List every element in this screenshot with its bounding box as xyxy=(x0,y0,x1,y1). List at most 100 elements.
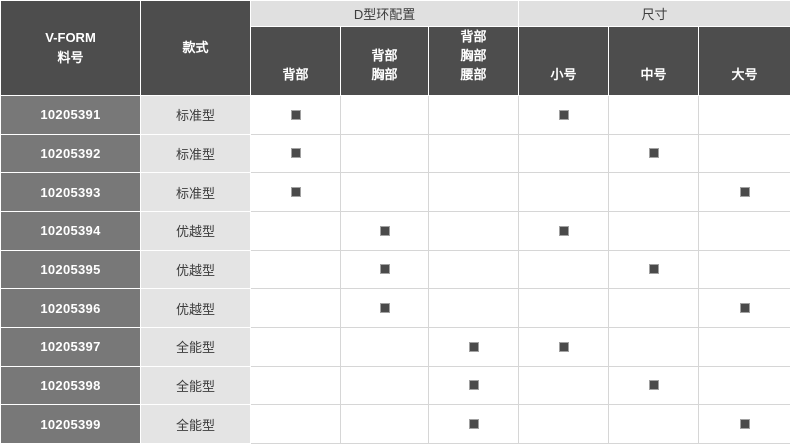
mark-square-icon xyxy=(290,148,301,159)
style-cell: 全能型 xyxy=(140,404,251,444)
empty-cell-size-medium xyxy=(608,404,700,444)
mark-square-icon xyxy=(468,341,479,352)
mark-cell-back xyxy=(250,172,341,212)
empty-cell-back-chest xyxy=(340,172,429,212)
table-body: 10205391 标准型 10205392 标准型 10205393 标准型 1020539… xyxy=(0,95,790,444)
mark-cell-back-chest xyxy=(340,288,429,328)
table-row: 10205397 全能型 xyxy=(0,326,790,367)
table-row: 10205396 优越型 xyxy=(0,288,790,328)
sub-header-line: 大号 xyxy=(731,67,758,82)
style-cell: 标准型 xyxy=(140,95,251,135)
mark-square-icon xyxy=(468,418,479,429)
empty-cell-back-chest xyxy=(340,95,429,135)
part-number-header-line2: 料号 xyxy=(57,50,84,65)
sub-header-size-small: 小号 xyxy=(518,26,610,96)
table-row: 10205395 优越型 xyxy=(0,249,790,290)
empty-cell-back-chest-waist xyxy=(427,172,520,212)
empty-cell-size-medium xyxy=(608,326,700,367)
empty-cell-size-medium xyxy=(608,210,700,251)
mark-square-icon xyxy=(468,380,479,391)
mark-cell-size-small xyxy=(518,210,610,251)
empty-cell-back-chest xyxy=(340,365,429,406)
empty-cell-size-small xyxy=(518,365,610,406)
sub-header-size-medium: 中号 xyxy=(608,26,700,96)
sub-header-line: 小号 xyxy=(550,67,577,82)
empty-cell-size-medium xyxy=(608,288,700,328)
style-cell: 标准型 xyxy=(140,133,251,174)
sub-header-size-large: 大号 xyxy=(698,26,790,96)
group-header-row: V-FORM 料号 款式 D型环配置 尺寸 xyxy=(0,0,790,96)
mark-cell-back xyxy=(250,133,341,174)
empty-cell-size-large xyxy=(698,249,790,290)
empty-cell-size-small xyxy=(518,172,610,212)
sub-header-row: 背部 背部 胸部 背部 胸部 腰部 小号 中号 大号 xyxy=(1,26,790,96)
part-number-cell: 10205397 xyxy=(0,326,141,367)
mark-cell-size-small xyxy=(518,95,610,135)
table-row: 10205392 标准型 xyxy=(0,133,790,174)
mark-cell-back-chest-waist xyxy=(427,365,520,406)
mark-square-icon xyxy=(558,341,569,352)
style-cell: 标准型 xyxy=(140,172,251,212)
empty-cell-back-chest-waist xyxy=(427,288,520,328)
mark-square-icon xyxy=(379,302,390,313)
mark-square-icon xyxy=(379,225,390,236)
table-row: 10205393 标准型 xyxy=(0,172,790,212)
part-number-cell: 10205399 xyxy=(0,404,141,444)
mark-cell-size-medium xyxy=(608,365,700,406)
mark-square-icon xyxy=(739,186,750,197)
mark-square-icon xyxy=(290,109,301,120)
mark-cell-back-chest-waist xyxy=(427,326,520,367)
empty-cell-back-chest xyxy=(340,404,429,444)
sub-header-line: 背部 xyxy=(460,29,487,44)
empty-cell-size-large xyxy=(698,133,790,174)
part-number-cell: 10205393 xyxy=(0,172,141,212)
mark-square-icon xyxy=(290,186,301,197)
table-row: 10205394 优越型 xyxy=(0,210,790,251)
mark-cell-size-large xyxy=(698,288,790,328)
mark-cell-size-large xyxy=(698,172,790,212)
mark-cell-size-large xyxy=(698,404,790,444)
sub-header-line: 中号 xyxy=(640,67,667,82)
sub-header-line: 胸部 xyxy=(371,67,398,82)
empty-cell-back xyxy=(250,404,341,444)
empty-cell-size-small xyxy=(518,249,610,290)
table-row: 10205399 全能型 xyxy=(0,404,790,444)
empty-cell-size-medium xyxy=(608,95,700,135)
empty-cell-back-chest-waist xyxy=(427,210,520,251)
mark-square-icon xyxy=(648,264,659,275)
empty-cell-back xyxy=(250,288,341,328)
table-row: 10205398 全能型 xyxy=(0,365,790,406)
sub-header-line: 胸部 xyxy=(460,48,487,63)
mark-cell-back-chest-waist xyxy=(427,404,520,444)
style-cell: 全能型 xyxy=(140,365,251,406)
part-number-header-line1: V-FORM xyxy=(45,30,96,45)
mark-cell-size-medium xyxy=(608,133,700,174)
part-number-cell: 10205392 xyxy=(0,133,141,174)
mark-cell-back-chest xyxy=(340,210,429,251)
empty-cell-size-small xyxy=(518,133,610,174)
mark-square-icon xyxy=(379,264,390,275)
mark-square-icon xyxy=(739,418,750,429)
empty-cell-back xyxy=(250,210,341,251)
part-number-cell: 10205391 xyxy=(0,95,141,135)
empty-cell-size-medium xyxy=(608,172,700,212)
mark-square-icon xyxy=(648,380,659,391)
empty-cell-back-chest-waist xyxy=(427,249,520,290)
empty-cell-back-chest-waist xyxy=(427,133,520,174)
mark-cell-back-chest xyxy=(340,249,429,290)
sub-header-line: 背部 xyxy=(371,48,398,63)
empty-cell-back-chest xyxy=(340,326,429,367)
empty-cell-back-chest-waist xyxy=(427,95,520,135)
style-cell: 全能型 xyxy=(140,326,251,367)
sub-header-back: 背部 xyxy=(250,26,341,96)
mark-cell-size-small xyxy=(518,326,610,367)
sub-header-back-chest: 背部 胸部 xyxy=(340,26,429,96)
empty-cell-back xyxy=(250,249,341,290)
empty-cell-back xyxy=(250,365,341,406)
table-row: 10205391 标准型 xyxy=(0,95,790,135)
part-number-cell: 10205396 xyxy=(0,288,141,328)
group-header-size: 尺寸 xyxy=(518,0,790,27)
mark-cell-size-medium xyxy=(608,249,700,290)
empty-cell-size-small xyxy=(518,404,610,444)
